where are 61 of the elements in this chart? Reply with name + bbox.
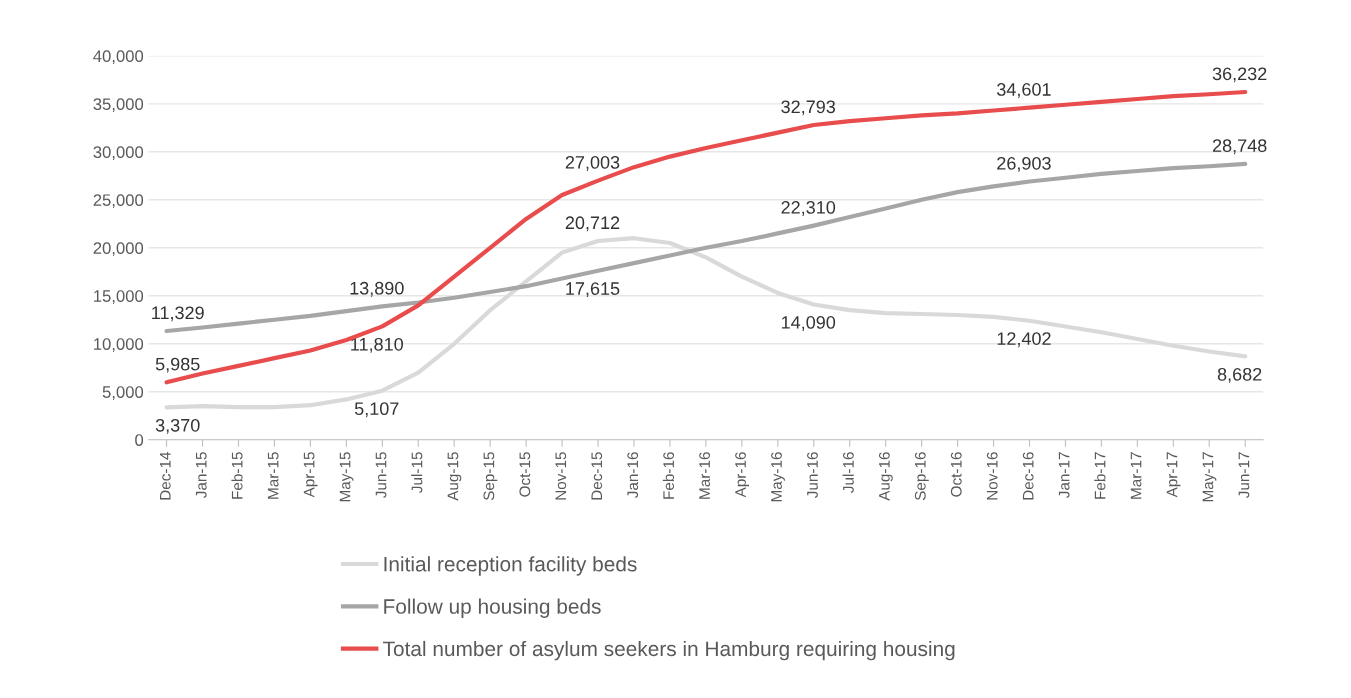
legend-label: Total number of asylum seekers in Hamburg requiring housing	[383, 640, 955, 661]
data-label: 28,748	[1212, 139, 1267, 155]
x-tick-label: Aug-15	[447, 452, 462, 501]
data-label: 12,402	[997, 332, 1051, 348]
data-label: 11,810	[351, 337, 403, 353]
y-tick-label: 40,000	[93, 50, 144, 65]
x-tick-label: Aug-16	[878, 452, 893, 501]
x-tick-label: Jan-16	[627, 452, 639, 499]
data-label: 5,107	[354, 402, 399, 418]
data-label: 34,601	[997, 83, 1051, 98]
legend-label: Follow up housing beds	[384, 598, 601, 618]
y-tick-label: 15,000	[94, 290, 144, 304]
data-label: 17,615	[566, 282, 620, 298]
x-tick-label: Mar-17	[1130, 452, 1142, 499]
x-tick-label: Oct-16	[950, 452, 962, 497]
y-tick-label: 35,000	[93, 98, 144, 112]
x-tick-label: Dec-14	[160, 451, 171, 500]
legend-label: Initial reception facility beds	[384, 556, 637, 576]
data-label: 20,712	[565, 216, 620, 232]
x-tick-label: Jun-17	[1238, 452, 1250, 499]
x-tick-label: Jun-16	[807, 452, 818, 499]
x-tick-label: Dec-16	[1022, 452, 1034, 500]
x-tick-label: Jul-15	[411, 452, 423, 493]
data-label: 13,890	[350, 281, 404, 297]
y-tick-label: 0	[135, 434, 144, 446]
data-label: 26,903	[997, 156, 1051, 172]
y-tick-label: 10,000	[94, 338, 144, 352]
data-label: 8,682	[1217, 367, 1262, 383]
x-tick-label: May-16	[771, 452, 785, 502]
x-tick-label: Sep-16	[914, 452, 929, 501]
x-tick-label: Mar-15	[267, 452, 279, 499]
x-tick-label: Apr-15	[303, 452, 318, 498]
x-tick-label: Nov-15	[555, 452, 567, 500]
data-label: 27,003	[565, 155, 620, 171]
data-label: 3,370	[155, 418, 200, 434]
data-label: 22,310	[781, 201, 836, 216]
x-tick-label: Jun-15	[375, 452, 387, 499]
data-label: 36,232	[1212, 67, 1267, 83]
x-tick-label: Dec-15	[591, 452, 603, 500]
x-tick-label: May-17	[1202, 452, 1217, 502]
data-label: 32,793	[781, 100, 836, 116]
data-label: 11,329	[152, 306, 204, 322]
x-tick-label: Oct-15	[519, 452, 531, 497]
data-label: 14,090	[781, 316, 836, 331]
x-tick-label: Feb-16	[662, 452, 675, 499]
x-tick-label: Jan-15	[195, 452, 207, 499]
x-tick-label: Feb-15	[231, 452, 243, 499]
data-label: 5,985	[155, 357, 200, 373]
x-tick-label: Sep-15	[483, 452, 498, 501]
x-tick-label: Feb-17	[1094, 452, 1106, 499]
y-tick-label: 5,000	[102, 386, 144, 400]
x-tick-label: Nov-16	[986, 452, 998, 500]
y-tick-label: 20,000	[93, 242, 144, 256]
y-tick-label: 30,000	[93, 146, 144, 160]
x-tick-label: Mar-16	[699, 452, 710, 499]
x-tick-label: Jul-16	[842, 452, 854, 493]
x-tick-label: Apr-16	[735, 452, 749, 498]
x-tick-label: Jan-17	[1058, 452, 1070, 499]
x-tick-label: May-15	[339, 452, 354, 502]
x-tick-label: Apr-17	[1166, 452, 1181, 498]
y-tick-label: 25,000	[93, 194, 144, 208]
